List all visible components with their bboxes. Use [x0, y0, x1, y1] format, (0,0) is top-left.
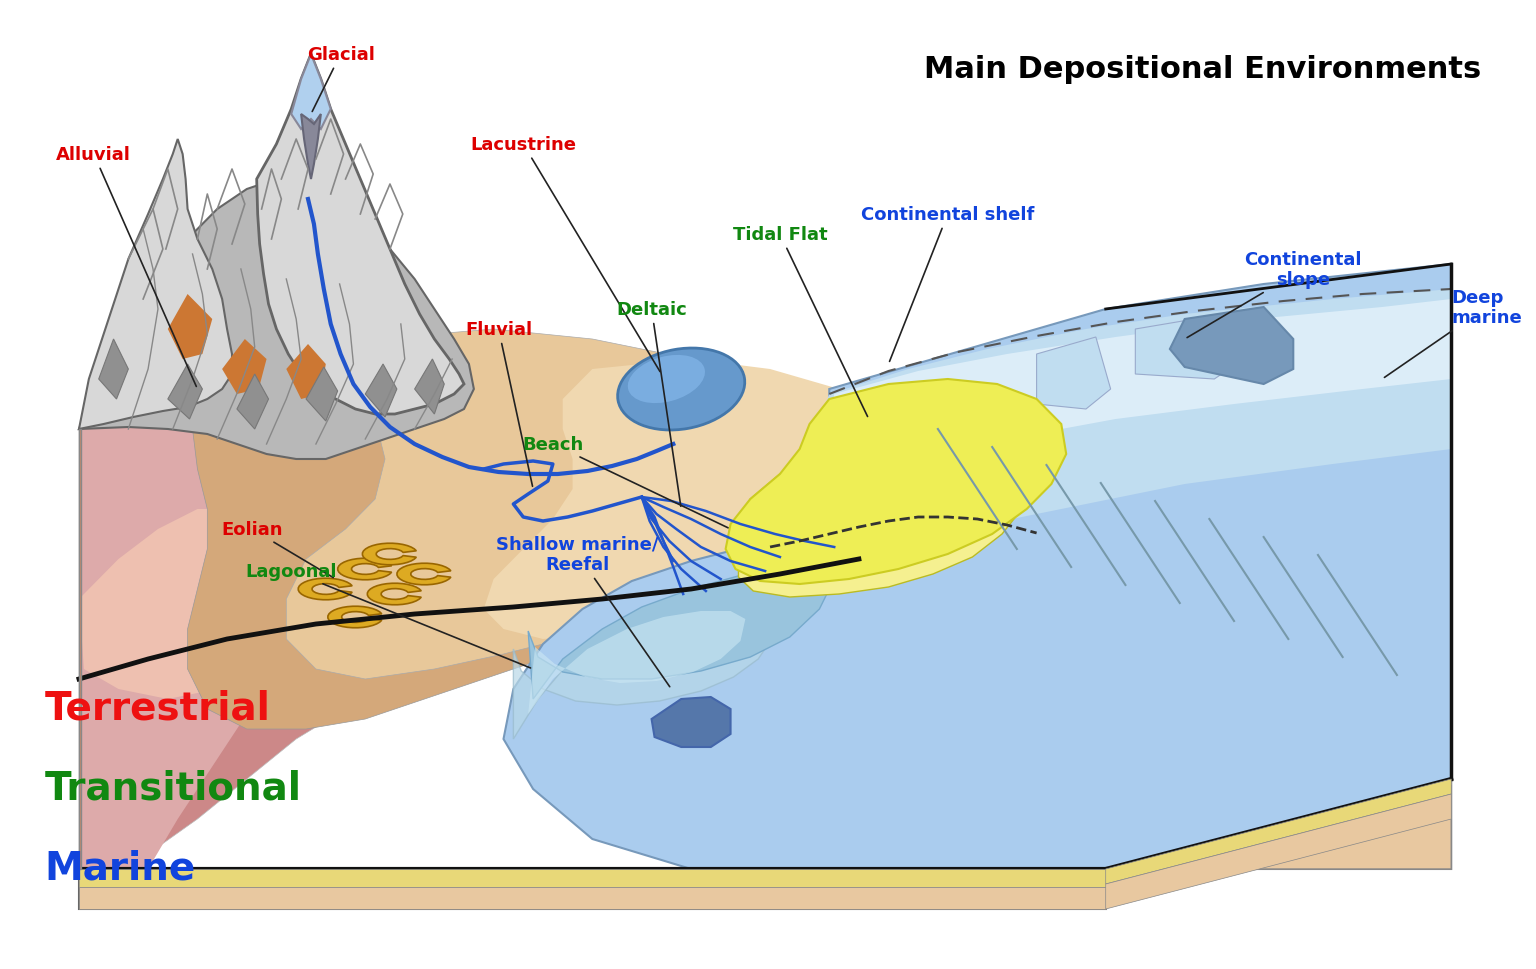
- Polygon shape: [1135, 315, 1244, 380]
- Polygon shape: [1106, 777, 1452, 863]
- Polygon shape: [78, 140, 232, 429]
- Polygon shape: [1106, 774, 1452, 869]
- Polygon shape: [366, 364, 396, 418]
- Polygon shape: [167, 295, 212, 359]
- Text: Lagoonal: Lagoonal: [246, 562, 530, 669]
- Polygon shape: [286, 345, 326, 399]
- Polygon shape: [739, 424, 1026, 597]
- Polygon shape: [528, 611, 745, 714]
- Polygon shape: [1170, 308, 1293, 385]
- Polygon shape: [78, 876, 1106, 887]
- Polygon shape: [725, 380, 1066, 584]
- Polygon shape: [78, 429, 81, 869]
- Polygon shape: [338, 559, 392, 580]
- Polygon shape: [367, 583, 421, 605]
- Text: Fluvial: Fluvial: [465, 321, 533, 486]
- Polygon shape: [484, 359, 977, 640]
- Polygon shape: [167, 364, 203, 420]
- Polygon shape: [257, 55, 464, 415]
- Polygon shape: [504, 265, 1452, 869]
- Polygon shape: [1106, 299, 1452, 869]
- Polygon shape: [1106, 795, 1452, 909]
- Text: Terrestrial: Terrestrial: [45, 689, 270, 728]
- Ellipse shape: [617, 349, 745, 430]
- Polygon shape: [327, 607, 382, 628]
- Text: Continental
slope: Continental slope: [1187, 250, 1362, 338]
- Text: Eolian: Eolian: [221, 520, 333, 578]
- Polygon shape: [78, 180, 475, 459]
- Text: Alluvial: Alluvial: [57, 146, 197, 387]
- Polygon shape: [78, 427, 386, 869]
- Polygon shape: [98, 340, 129, 399]
- Polygon shape: [362, 544, 416, 565]
- Polygon shape: [415, 359, 444, 415]
- Text: Deep
marine: Deep marine: [1384, 289, 1522, 378]
- Polygon shape: [223, 340, 267, 394]
- Polygon shape: [301, 115, 321, 180]
- Polygon shape: [1106, 779, 1452, 884]
- Polygon shape: [1037, 337, 1111, 410]
- Text: Shallow marine/
Reefal: Shallow marine/ Reefal: [496, 535, 670, 687]
- Text: Tidal Flat: Tidal Flat: [733, 226, 868, 417]
- Polygon shape: [651, 698, 731, 747]
- Polygon shape: [833, 299, 1452, 480]
- Polygon shape: [237, 375, 269, 429]
- Polygon shape: [513, 597, 780, 739]
- Text: Glacial: Glacial: [307, 46, 375, 112]
- Ellipse shape: [628, 356, 705, 404]
- Text: Transitional: Transitional: [45, 769, 301, 807]
- Polygon shape: [292, 55, 330, 130]
- Polygon shape: [78, 869, 1106, 887]
- Polygon shape: [78, 359, 631, 869]
- Text: Marine: Marine: [45, 849, 195, 887]
- Text: Continental shelf: Continental shelf: [862, 205, 1034, 362]
- Polygon shape: [298, 578, 352, 600]
- Polygon shape: [78, 510, 316, 700]
- Polygon shape: [187, 329, 829, 730]
- Text: Deltaic: Deltaic: [616, 300, 687, 507]
- Polygon shape: [528, 554, 834, 700]
- Text: Main Depositional Environments: Main Depositional Environments: [923, 55, 1481, 84]
- Text: Beach: Beach: [522, 435, 728, 528]
- Polygon shape: [286, 329, 888, 679]
- Polygon shape: [78, 887, 1106, 909]
- Polygon shape: [78, 869, 1106, 909]
- Polygon shape: [780, 290, 1452, 579]
- Polygon shape: [396, 564, 452, 585]
- Text: Lacustrine: Lacustrine: [470, 136, 660, 372]
- Polygon shape: [306, 367, 338, 422]
